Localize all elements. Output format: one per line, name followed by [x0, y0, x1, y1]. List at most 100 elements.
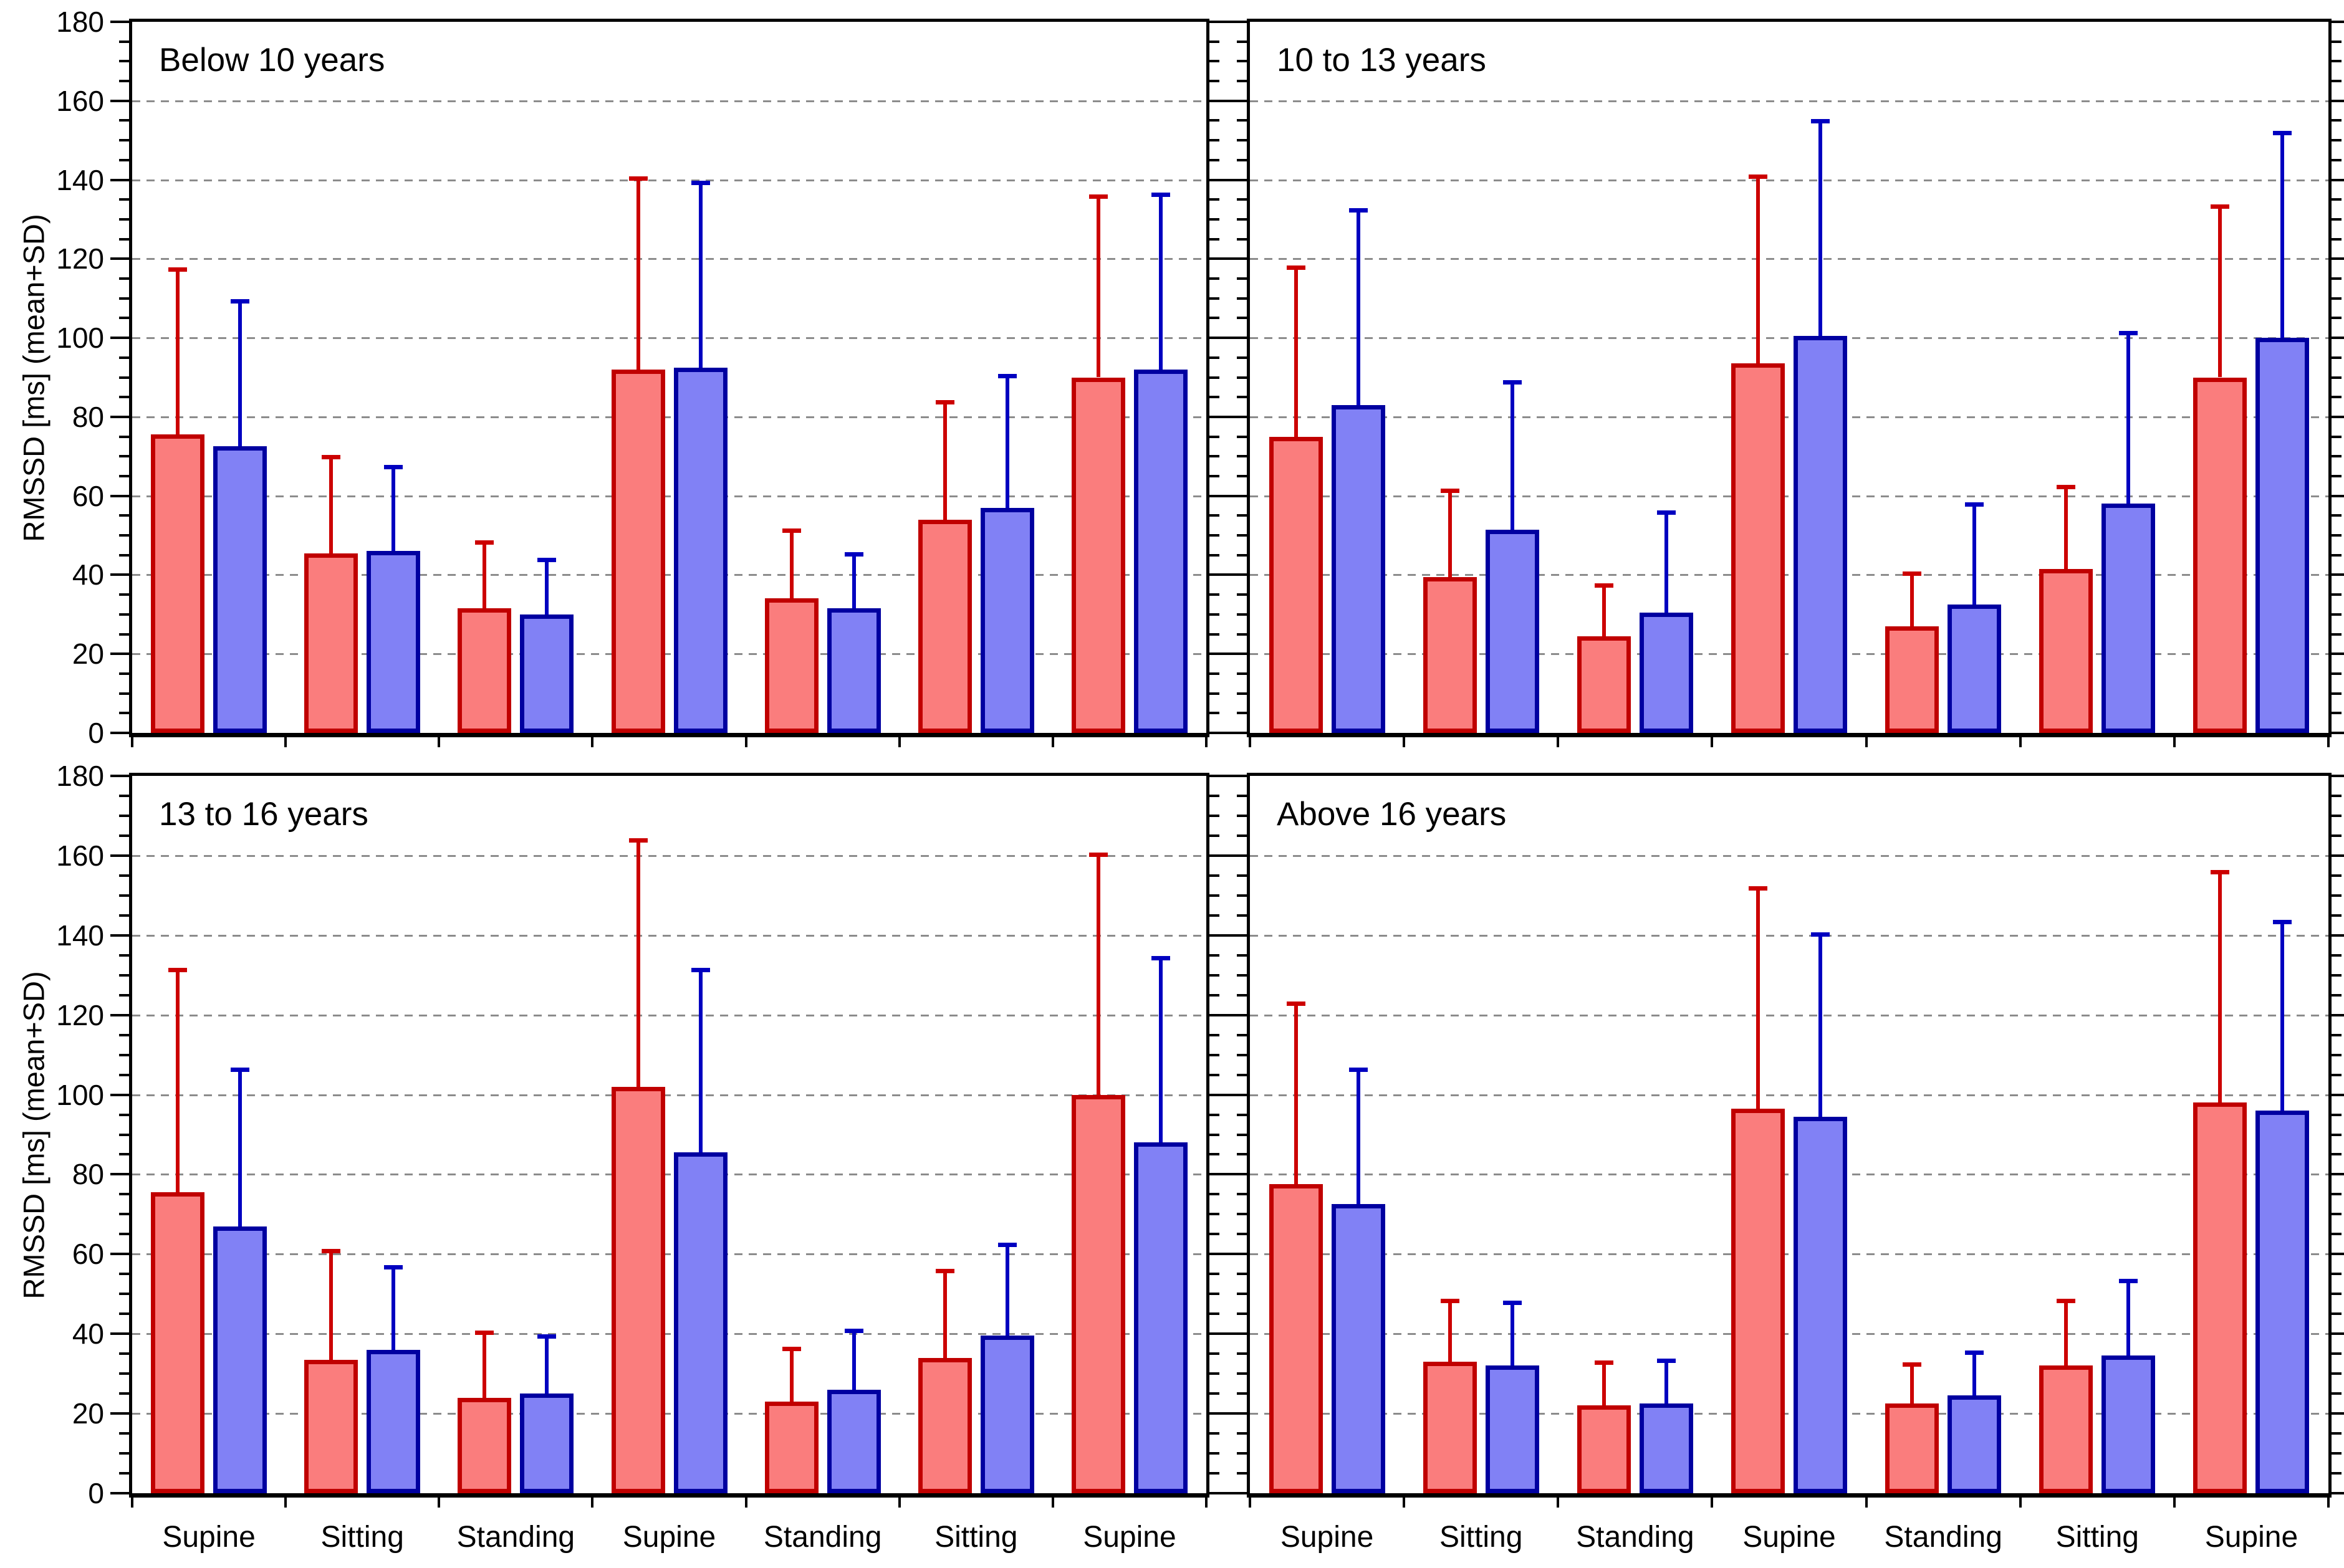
- y-minor-tick-left-5: [119, 1472, 129, 1475]
- error-bar-top-left-blue-1: [391, 466, 396, 552]
- y-minor-tick-right-135: [1209, 954, 1219, 957]
- bar-top-right-red-2-Standing: [1577, 636, 1631, 733]
- x-tick-7: [2327, 736, 2330, 747]
- error-cap-bottom-left-blue-6: [1151, 955, 1170, 960]
- y-minor-tick-right-10: [1209, 692, 1219, 695]
- error-bar-top-right-blue-4: [1972, 504, 1977, 605]
- y-minor-tick-right-90: [2332, 1133, 2342, 1136]
- error-cap-bottom-left-red-4: [782, 1346, 801, 1351]
- error-cap-bottom-left-red-3: [628, 838, 648, 843]
- error-cap-top-left-blue-5: [997, 374, 1017, 379]
- category-label-bottom-right-3-Supine: Supine: [1742, 1521, 1836, 1554]
- y-minor-tick-left-175: [119, 794, 129, 797]
- y-major-tick-left-40: [110, 1332, 129, 1336]
- y-major-tick-left-180: [1228, 775, 1247, 777]
- error-cap-bottom-right-red-3: [1749, 886, 1767, 891]
- x-tick-5: [898, 736, 901, 747]
- y-minor-tick-left-95: [119, 1113, 129, 1116]
- bar-top-right-blue-3-Supine: [1794, 335, 1847, 733]
- y-major-tick-left-60: [1228, 494, 1247, 497]
- error-cap-top-left-red-0: [168, 267, 188, 272]
- y-minor-tick-right-155: [2332, 874, 2342, 877]
- y-minor-tick-right-85: [1209, 396, 1219, 399]
- y-major-tick-left-60: [1228, 1253, 1247, 1256]
- chart-panel-bottom-right: [1247, 773, 2332, 1498]
- y-major-tick-right-40: [1209, 573, 1228, 576]
- bar-bottom-right-red-6-Supine: [2193, 1102, 2247, 1493]
- y-tick-label-80: 80: [72, 400, 104, 433]
- y-minor-tick-right-10: [1209, 1452, 1219, 1455]
- x-tick-0: [1249, 1496, 1251, 1508]
- y-major-tick-right-80: [1209, 1173, 1228, 1176]
- error-cap-top-right-red-3: [1749, 174, 1767, 179]
- bar-top-left-red-1-Sitting: [304, 553, 358, 733]
- error-cap-bottom-right-red-4: [1903, 1362, 1922, 1367]
- y-major-tick-right-0: [1209, 732, 1228, 734]
- y-minor-tick-right-110: [2332, 297, 2342, 300]
- y-minor-tick-right-130: [2332, 973, 2342, 977]
- error-cap-top-left-blue-3: [691, 180, 710, 185]
- y-minor-tick-right-45: [2332, 553, 2342, 557]
- error-bar-bottom-left-blue-4: [852, 1329, 856, 1390]
- error-bar-top-right-red-0: [1294, 267, 1298, 437]
- y-major-tick-right-60: [1209, 1253, 1228, 1256]
- y-minor-tick-left-95: [1237, 1113, 1247, 1116]
- error-bar-top-left-red-1: [329, 456, 334, 553]
- y-minor-tick-right-125: [1209, 993, 1219, 997]
- y-minor-tick-right-5: [1209, 712, 1219, 715]
- y-major-tick-left-20: [110, 1412, 129, 1415]
- y-minor-tick-left-50: [1237, 1293, 1247, 1296]
- y-major-tick-right-0: [2332, 1492, 2344, 1494]
- y-major-tick-right-140: [1209, 178, 1228, 181]
- x-tick-4: [1865, 1496, 1868, 1508]
- y-minor-tick-left-125: [1237, 237, 1247, 241]
- y-minor-tick-left-110: [119, 297, 129, 300]
- y-minor-tick-left-170: [1237, 60, 1247, 63]
- y-minor-tick-right-165: [2332, 834, 2342, 837]
- bar-top-left-blue-4-Standing: [827, 608, 881, 733]
- gridline-140: [1250, 934, 2328, 937]
- y-minor-tick-right-115: [2332, 277, 2342, 280]
- error-bar-bottom-left-blue-5: [1005, 1244, 1009, 1336]
- y-major-tick-right-140: [1209, 934, 1228, 937]
- error-cap-top-right-blue-6: [2273, 131, 2292, 136]
- x-tick-1: [284, 736, 287, 747]
- bar-bottom-right-red-4-Standing: [1885, 1403, 1939, 1493]
- y-minor-tick-left-65: [1237, 474, 1247, 477]
- y-major-tick-right-120: [1209, 1013, 1228, 1016]
- category-label-bottom-left-5-Sitting: Sitting: [934, 1521, 1018, 1554]
- gridline-40: [132, 574, 1206, 576]
- y-minor-tick-right-55: [1209, 514, 1219, 517]
- error-cap-top-left-blue-2: [537, 558, 557, 563]
- x-tick-5: [2019, 1496, 2022, 1508]
- y-minor-tick-right-165: [1209, 834, 1219, 837]
- error-bar-top-left-blue-2: [545, 559, 549, 614]
- bar-bottom-right-blue-4-Standing: [1948, 1395, 2002, 1493]
- error-cap-top-left-red-1: [322, 455, 341, 460]
- y-tick-label-20: 20: [72, 1397, 104, 1430]
- y-minor-tick-left-135: [119, 198, 129, 201]
- bar-top-left-red-6-Supine: [1071, 377, 1125, 733]
- y-minor-tick-right-70: [2332, 1213, 2342, 1216]
- x-tick-7: [1205, 1496, 1208, 1508]
- y-minor-tick-right-170: [2332, 60, 2342, 63]
- plot-area: [132, 22, 1206, 733]
- y-minor-tick-right-150: [2332, 894, 2342, 897]
- category-label-bottom-right-5-Sitting: Sitting: [2055, 1521, 2139, 1554]
- gridline-60: [132, 495, 1206, 497]
- y-minor-tick-right-30: [1209, 613, 1219, 616]
- error-bar-bottom-left-red-3: [636, 839, 640, 1087]
- error-bar-bottom-left-red-0: [176, 969, 180, 1193]
- bar-bottom-left-blue-0-Supine: [213, 1226, 267, 1493]
- error-cap-top-right-red-2: [1594, 583, 1613, 588]
- y-minor-tick-left-25: [1237, 633, 1247, 636]
- panel-title-top-left: Below 10 years: [159, 42, 385, 79]
- error-bar-bottom-right-blue-6: [2280, 921, 2285, 1111]
- y-minor-tick-right-70: [1209, 455, 1219, 458]
- error-cap-bottom-right-blue-3: [1811, 932, 1830, 937]
- category-label-bottom-right-2-Standing: Standing: [1576, 1521, 1694, 1554]
- y-minor-tick-left-25: [119, 633, 129, 636]
- bar-top-left-blue-2-Standing: [520, 614, 574, 733]
- y-minor-tick-left-135: [1237, 954, 1247, 957]
- error-bar-bottom-right-red-1: [1448, 1299, 1452, 1362]
